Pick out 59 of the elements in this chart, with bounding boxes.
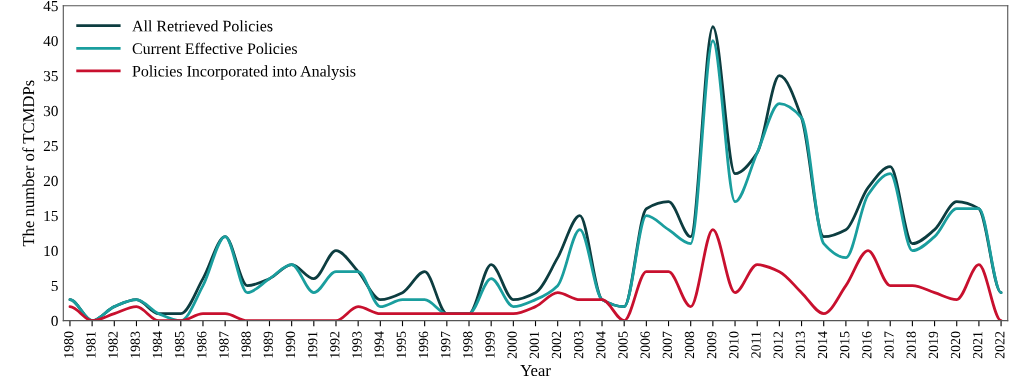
x-tick-label: 1994 (374, 331, 384, 358)
x-tick-label: 2016 (862, 331, 872, 359)
x-tick-label: 1993 (352, 331, 362, 358)
x-tick-label: 1983 (130, 331, 140, 358)
x-axis-title: Year (520, 365, 551, 377)
x-tick-label: 1987 (219, 331, 229, 358)
line-series (68, 228, 1003, 321)
x-tick-label: 2013 (795, 331, 806, 359)
y-tick-label: 40 (43, 35, 58, 47)
x-tick-label: 1998 (463, 331, 473, 358)
x-tick-label: 2017 (884, 331, 894, 359)
y-tick-label: 45 (43, 1, 58, 12)
x-tick-label: 1996 (418, 331, 429, 358)
x-tick-label: 2008 (684, 331, 695, 359)
y-axis-title: The number of TCMDPs (22, 80, 35, 247)
x-tick-label: 1997 (440, 331, 451, 358)
y-tick-label: 25 (43, 140, 58, 152)
y-tick-label: 0 (51, 315, 58, 327)
x-tick-label: 2011 (751, 331, 761, 358)
x-tick-label: 1989 (263, 331, 273, 358)
y-tick-label: 35 (43, 70, 58, 82)
legend-label: Current Effective Policies (132, 42, 297, 55)
x-tick-label: 2000 (507, 331, 517, 359)
y-tick-label: 30 (43, 105, 58, 117)
x-tick-label: 2015 (839, 331, 850, 359)
x-tick-label: 1985 (174, 331, 185, 358)
x-tick-label: 2004 (596, 331, 606, 359)
x-tick-label: 2002 (551, 331, 562, 359)
x-tick-label: 2014 (817, 331, 828, 359)
y-tick-label: 20 (43, 175, 58, 187)
x-tick-label: 2012 (773, 331, 783, 359)
x-tick-label: 2019 (928, 331, 939, 359)
x-tick-label: 1982 (108, 331, 118, 358)
x-tick-label: 2022 (995, 331, 1005, 359)
x-tick-label: 2010 (729, 331, 739, 359)
x-tick-label: 1992 (330, 331, 340, 358)
y-tick-label: 5 (51, 280, 58, 292)
x-tick-label: 2001 (529, 331, 539, 359)
x-tick-label: 2006 (640, 331, 650, 359)
y-tick-label: 10 (44, 245, 58, 257)
x-tick-label: 1995 (396, 331, 406, 358)
x-tick-label: 1991 (307, 331, 318, 358)
x-tick-label: 2003 (573, 331, 584, 359)
x-tick-label: 1988 (241, 331, 251, 358)
x-tick-label: 1999 (485, 331, 495, 358)
x-tick-label: 2005 (618, 331, 628, 359)
legend-label: All Retrieved Policies (132, 20, 273, 32)
x-tick-label: 2007 (662, 331, 673, 359)
x-tick-label: 1981 (86, 331, 96, 358)
x-tick-label: 2009 (706, 331, 717, 359)
x-tick-label: 2020 (950, 331, 961, 359)
legend-label: Policies Incorporated into Analysis (132, 65, 356, 80)
x-tick-label: 1986 (197, 331, 207, 358)
x-tick-label: 2018 (906, 331, 916, 359)
x-tick-label: 1984 (152, 331, 163, 358)
x-tick-label: 1980 (64, 331, 74, 358)
x-tick-label: 2021 (973, 331, 983, 359)
x-tick-label: 1990 (285, 331, 296, 358)
y-tick-label: 15 (44, 210, 58, 222)
